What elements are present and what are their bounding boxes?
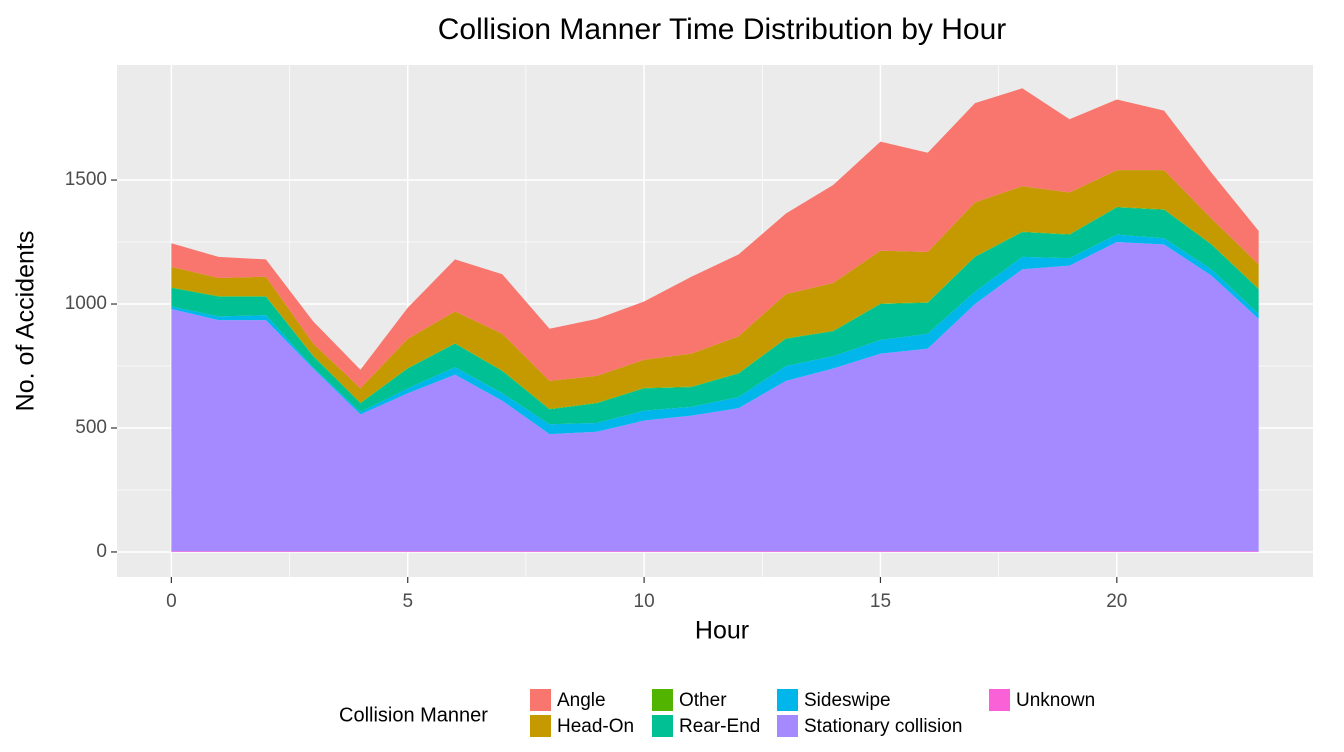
- area: [171, 551, 1259, 552]
- y-tick-label: 1500: [65, 169, 107, 190]
- y-axis-label: No. of Accidents: [12, 231, 40, 412]
- area: [171, 207, 1259, 425]
- y-tick-label: 500: [75, 417, 107, 438]
- legend-label: Sideswipe: [804, 690, 891, 711]
- legend-label: Head-On: [557, 716, 634, 737]
- x-tick-label: 5: [402, 591, 413, 612]
- legend-label: Unknown: [1016, 690, 1095, 711]
- area: [171, 170, 1259, 409]
- x-tick-label: 20: [1106, 591, 1127, 612]
- x-tick-label: 10: [634, 591, 655, 612]
- legend-title: Collision Manner: [339, 704, 488, 726]
- area: [171, 242, 1259, 552]
- legend-key: [989, 689, 1010, 711]
- legend-key: [530, 715, 551, 737]
- y-tick-label: 0: [96, 541, 107, 562]
- legend-key: [652, 715, 673, 737]
- legend-key: [530, 689, 551, 711]
- legend-key: [777, 689, 798, 711]
- legend-key: [777, 715, 798, 737]
- area: [171, 234, 1259, 435]
- y-tick-label: 1000: [65, 293, 107, 314]
- legend-label: Angle: [557, 690, 606, 711]
- legend-label: Other: [679, 690, 727, 711]
- legend-label: Stationary collision: [804, 716, 962, 737]
- legend-label: Rear-End: [679, 716, 760, 737]
- x-tick-label: 0: [166, 591, 177, 612]
- area: [171, 88, 1259, 389]
- legend-key: [652, 689, 673, 711]
- x-axis-label: Hour: [695, 617, 749, 645]
- x-tick-label: 15: [870, 591, 891, 612]
- chart-title: Collision Manner Time Distribution by Ho…: [438, 13, 1007, 46]
